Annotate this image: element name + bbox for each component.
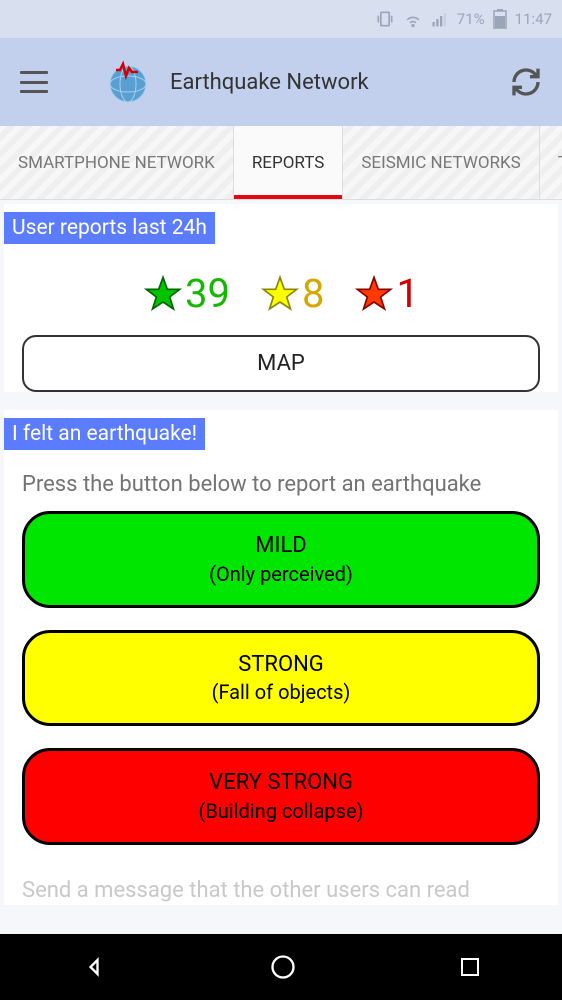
star-yellow-icon <box>260 274 300 314</box>
report-strong-button[interactable]: STRONG (Fall of objects) <box>22 630 540 727</box>
star-red-icon <box>354 274 394 314</box>
map-button[interactable]: MAP <box>22 335 540 392</box>
nav-back-button[interactable] <box>80 953 108 981</box>
tab-seismic-networks[interactable]: SEISMIC NETWORKS <box>343 126 539 199</box>
time-text: 11:47 <box>515 10 552 28</box>
wifi-icon <box>403 9 423 29</box>
reports-section: User reports last 24h 39 8 1 MAP <box>4 204 558 392</box>
tab-smartphone-network[interactable]: SMARTPHONE NETWORK <box>0 126 234 199</box>
instruction-text: Press the button below to report an eart… <box>4 450 558 511</box>
app-logo-icon <box>106 60 150 104</box>
report-btn-sub: (Fall of objects) <box>25 679 537 705</box>
refresh-button[interactable] <box>510 66 542 98</box>
stats-row: 39 8 1 <box>4 244 558 335</box>
nav-home-button[interactable] <box>269 953 297 981</box>
report-btn-sub: (Building collapse) <box>25 798 537 824</box>
star-green-icon <box>143 274 183 314</box>
tab-label: REPORTS <box>252 153 324 173</box>
bottom-message: Send a message that the other users can … <box>4 867 558 906</box>
stat-verystrong: 1 <box>354 270 418 317</box>
section-label-reports: User reports last 24h <box>4 212 215 244</box>
tab-ts[interactable]: TS <box>540 126 562 199</box>
map-button-label: MAP <box>257 351 305 376</box>
battery-icon <box>493 9 507 29</box>
tab-reports[interactable]: REPORTS <box>234 126 343 199</box>
tab-label: TS <box>558 153 562 173</box>
vibrate-icon <box>375 9 395 29</box>
nav-recent-button[interactable] <box>458 955 482 979</box>
report-btn-sub: (Only perceived) <box>25 561 537 587</box>
tab-bar: SMARTPHONE NETWORK REPORTS SEISMIC NETWO… <box>0 126 562 200</box>
app-title: Earthquake Network <box>170 70 369 95</box>
report-btn-title: MILD <box>25 532 537 561</box>
status-icons: 71% 11:47 <box>375 9 552 29</box>
stat-strong: 8 <box>260 270 324 317</box>
report-btn-title: VERY STRONG <box>25 769 537 798</box>
stat-mild: 39 <box>143 270 230 317</box>
report-mild-button[interactable]: MILD (Only perceived) <box>22 511 540 608</box>
stat-strong-count: 8 <box>302 270 324 317</box>
section-label-felt: I felt an earthquake! <box>4 418 205 450</box>
stat-verystrong-count: 1 <box>396 270 418 317</box>
app-header: Earthquake Network <box>0 38 562 126</box>
tab-label: SEISMIC NETWORKS <box>361 153 520 173</box>
signal-icon <box>431 10 449 28</box>
tab-label: SMARTPHONE NETWORK <box>18 153 215 173</box>
felt-section: I felt an earthquake! Press the button b… <box>4 410 558 905</box>
report-verystrong-button[interactable]: VERY STRONG (Building collapse) <box>22 748 540 845</box>
nav-bar <box>0 934 562 1000</box>
menu-button[interactable] <box>20 71 48 93</box>
battery-text: 71% <box>457 10 485 28</box>
stat-mild-count: 39 <box>185 270 230 317</box>
status-bar: 71% 11:47 <box>0 0 562 38</box>
report-btn-title: STRONG <box>25 651 537 680</box>
